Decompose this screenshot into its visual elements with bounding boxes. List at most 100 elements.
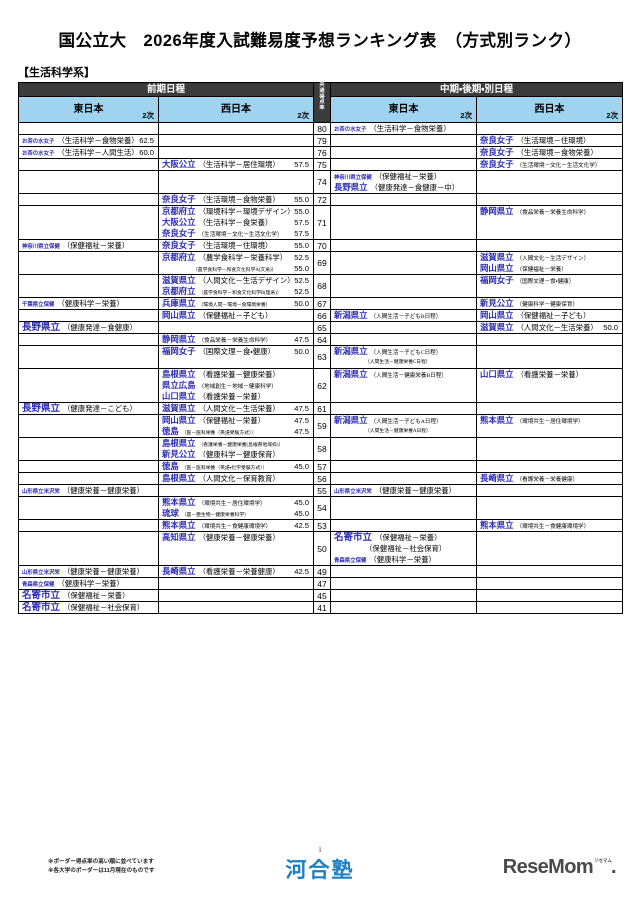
department-name: （看護栄養－栄養健康）: [198, 567, 280, 576]
table-entry: 岡山県立 （保健福祉－子ども）: [159, 310, 313, 321]
empty-cell-spacer: [477, 346, 622, 357]
cell-score-rate: 70: [313, 239, 332, 252]
university-name: 熊本県立: [162, 520, 196, 530]
empty-cell-spacer: [19, 438, 158, 449]
table-entry: 兵庫県立 （環境人間－環境－食環境栄養） 50.0: [159, 298, 313, 309]
table-entry: 熊本県立 （環境共生－食健康環境学） 42.5: [159, 520, 313, 531]
university-name: お茶の水女子: [22, 151, 55, 157]
cell-chuki-east: [330, 589, 478, 602]
university-name: 静岡県立: [162, 334, 196, 344]
cell-score-rate: 59: [313, 414, 332, 438]
empty-cell-spacer: [19, 520, 158, 531]
department-name: （農学食科学－栄養科学）: [198, 253, 288, 262]
table-row: 長野県立 （健康発達－食健康） 65 滋賀県立 （人間文化－生活栄養） 50.0: [18, 321, 624, 334]
university-name: 山口県立: [162, 391, 196, 401]
university-name: 山形県立米沢栄: [22, 570, 60, 576]
department-name: （人間生活－健康栄養B日程）: [370, 373, 447, 379]
university-name: 長崎県立: [162, 566, 196, 576]
department-name: （人間文化－生活デザイン）: [516, 256, 590, 262]
table-entry: 徳島 （医－医科栄養（英語受験方式）） 47.5: [159, 426, 313, 437]
table-row: 島根県立 （人間文化－保育教育） 56 長崎県立 （看護栄養－栄養健康）: [18, 472, 624, 485]
cell-zenki-west: 静岡県立 （食品栄養－栄養生命科学） 47.5: [157, 333, 315, 346]
cell-chuki-west: [476, 333, 624, 346]
department-name: （生活環境－文化－生活文化学）: [516, 163, 601, 169]
cell-zenki-east: 青森県立保健 （健康科学－栄養）: [18, 577, 159, 590]
table-entry: 新潟県立 （人間生活－子どもC日程）: [331, 346, 476, 357]
deviation-value: 57.5: [294, 218, 310, 227]
cell-zenki-east: 長野県立 （健康発達－食健康）: [18, 321, 159, 334]
header-chuki-west-second: 2次: [606, 111, 619, 120]
empty-cell-spacer: [19, 252, 158, 263]
table-row: 山形県立米沢栄 （健康栄養－健康栄養） 55 山形県立米沢栄 （健康栄養－健康栄養）: [18, 484, 624, 497]
cell-chuki-east: [330, 496, 478, 520]
cell-chuki-east: 名寄市立 （保健福祉－栄養） （保健福祉－社会保育） 青森県立保健 （健康科学－栄養）: [330, 531, 478, 566]
cell-zenki-west: [157, 170, 315, 194]
university-name: 名寄市立: [22, 590, 61, 601]
university-name: 青森県立保健: [22, 582, 55, 588]
cell-chuki-east: [330, 134, 478, 147]
table-entry: 大阪公立 （生活科学－食栄養） 57.5: [159, 217, 313, 228]
department-name: （農－亜生物－健康栄養科学）: [181, 513, 249, 518]
cell-score-rate: 69: [313, 251, 332, 275]
cell-chuki-west: 静岡県立 （食品栄養－栄養生命科学）: [476, 205, 624, 240]
table-entry: お茶の水女子 （生活科学－人間生活） 60.0: [19, 147, 158, 158]
cell-score-rate: 45: [313, 589, 332, 602]
department-name: （健康科学－栄養）: [57, 579, 124, 588]
empty-cell-spacer: [19, 334, 158, 345]
deviation-value: 47.5: [294, 416, 310, 425]
resemom-tagline: リセマム: [594, 858, 613, 863]
university-name: 熊本県立: [480, 415, 514, 425]
cell-chuki-east: [330, 205, 478, 240]
cell-zenki-east: お茶の水女子 （生活科学－人間生活） 60.0: [18, 146, 159, 159]
university-name: 奈良女子: [480, 159, 514, 169]
department-name: （生活科学－居住環境）: [198, 160, 280, 169]
cell-score-rate: 58: [313, 437, 332, 461]
empty-cell-spacer: [19, 159, 158, 170]
table-row: 熊本県立 （環境共生－居住環境学） 45.0 琉球 （農－亜生物－健康栄養科学） 45.0…: [18, 496, 624, 520]
cell-score-rate: 67: [313, 297, 332, 310]
header-chuki-east: 東日本 2次: [330, 96, 478, 123]
table-entry: 山口県立 （看護栄養－栄養）: [477, 369, 622, 380]
cell-chuki-west: [476, 345, 624, 369]
department-name: （保健福祉－栄養）: [375, 533, 442, 542]
university-name: 長野県立: [334, 182, 368, 192]
cell-chuki-west: 熊本県立 （環境共生－居住環境学）: [476, 414, 624, 438]
empty-cell-spacer: [477, 334, 622, 345]
deviation-value: 55.0: [294, 241, 310, 250]
department-name: （環境共生－食健康環境学）: [516, 524, 590, 530]
department-name: （保健福祉－社会保育）: [63, 603, 145, 612]
university-name: 山口県立: [480, 369, 514, 379]
university-name: 岡山県立: [162, 310, 196, 320]
table-entry: 熊本県立 （環境共生－居住環境学）: [477, 415, 622, 426]
deviation-value: 42.5: [294, 567, 310, 576]
cell-chuki-west: 新見公立 （健康科学－健康保育）: [476, 297, 624, 310]
empty-cell-spacer: [19, 461, 158, 472]
table-entry: 神奈川県立保健 （保健福祉－栄養）: [19, 240, 158, 251]
cell-chuki-east: 新潟県立 （人間生活－子どもA日程） （人間生活－健康栄養A日程）: [330, 414, 478, 438]
cell-zenki-west: 兵庫県立 （環境人間－環境－食環境栄養） 50.0: [157, 297, 315, 310]
cell-chuki-east: [330, 333, 478, 346]
cell-chuki-west: [476, 589, 624, 602]
empty-cell-spacer: [331, 206, 476, 217]
university-name: 徳島: [162, 461, 179, 471]
table-row: 京都府立 （環境科学－環境デザイン） 55.0 大阪公立 （生活科学－食栄養） 57.5 奈…: [18, 205, 624, 240]
cell-chuki-west: [476, 565, 624, 578]
university-name: 長野県立: [22, 403, 61, 414]
table-entry: 滋賀県立 （人間文化－生活デザイン） 52.5: [159, 275, 313, 286]
empty-cell-spacer: [159, 171, 313, 182]
cell-zenki-west: 滋賀県立 （人間文化－生活デザイン） 52.5 京都府立 （農学食科学－和食文化科学B(…: [157, 274, 315, 298]
table-row: 長野県立 （健康発達－こども） 滋賀県立 （人間文化－生活栄養） 47.5 61: [18, 402, 624, 415]
cell-zenki-east: [18, 345, 159, 369]
university-name: 山形県立米沢栄: [334, 489, 372, 495]
empty-cell-spacer: [19, 415, 158, 426]
university-name: お茶の水女子: [334, 127, 367, 133]
cell-score-rate: 68: [313, 274, 332, 298]
university-name: 大阪公立: [162, 217, 196, 227]
header-chuki-west: 西日本 2次: [476, 96, 624, 123]
cell-zenki-east: [18, 460, 159, 473]
cell-chuki-east: [330, 239, 478, 252]
empty-cell-spacer: [19, 275, 158, 286]
empty-cell-spacer: [477, 461, 622, 472]
empty-cell-spacer: [477, 485, 622, 496]
deviation-value: 55.0: [294, 195, 310, 204]
